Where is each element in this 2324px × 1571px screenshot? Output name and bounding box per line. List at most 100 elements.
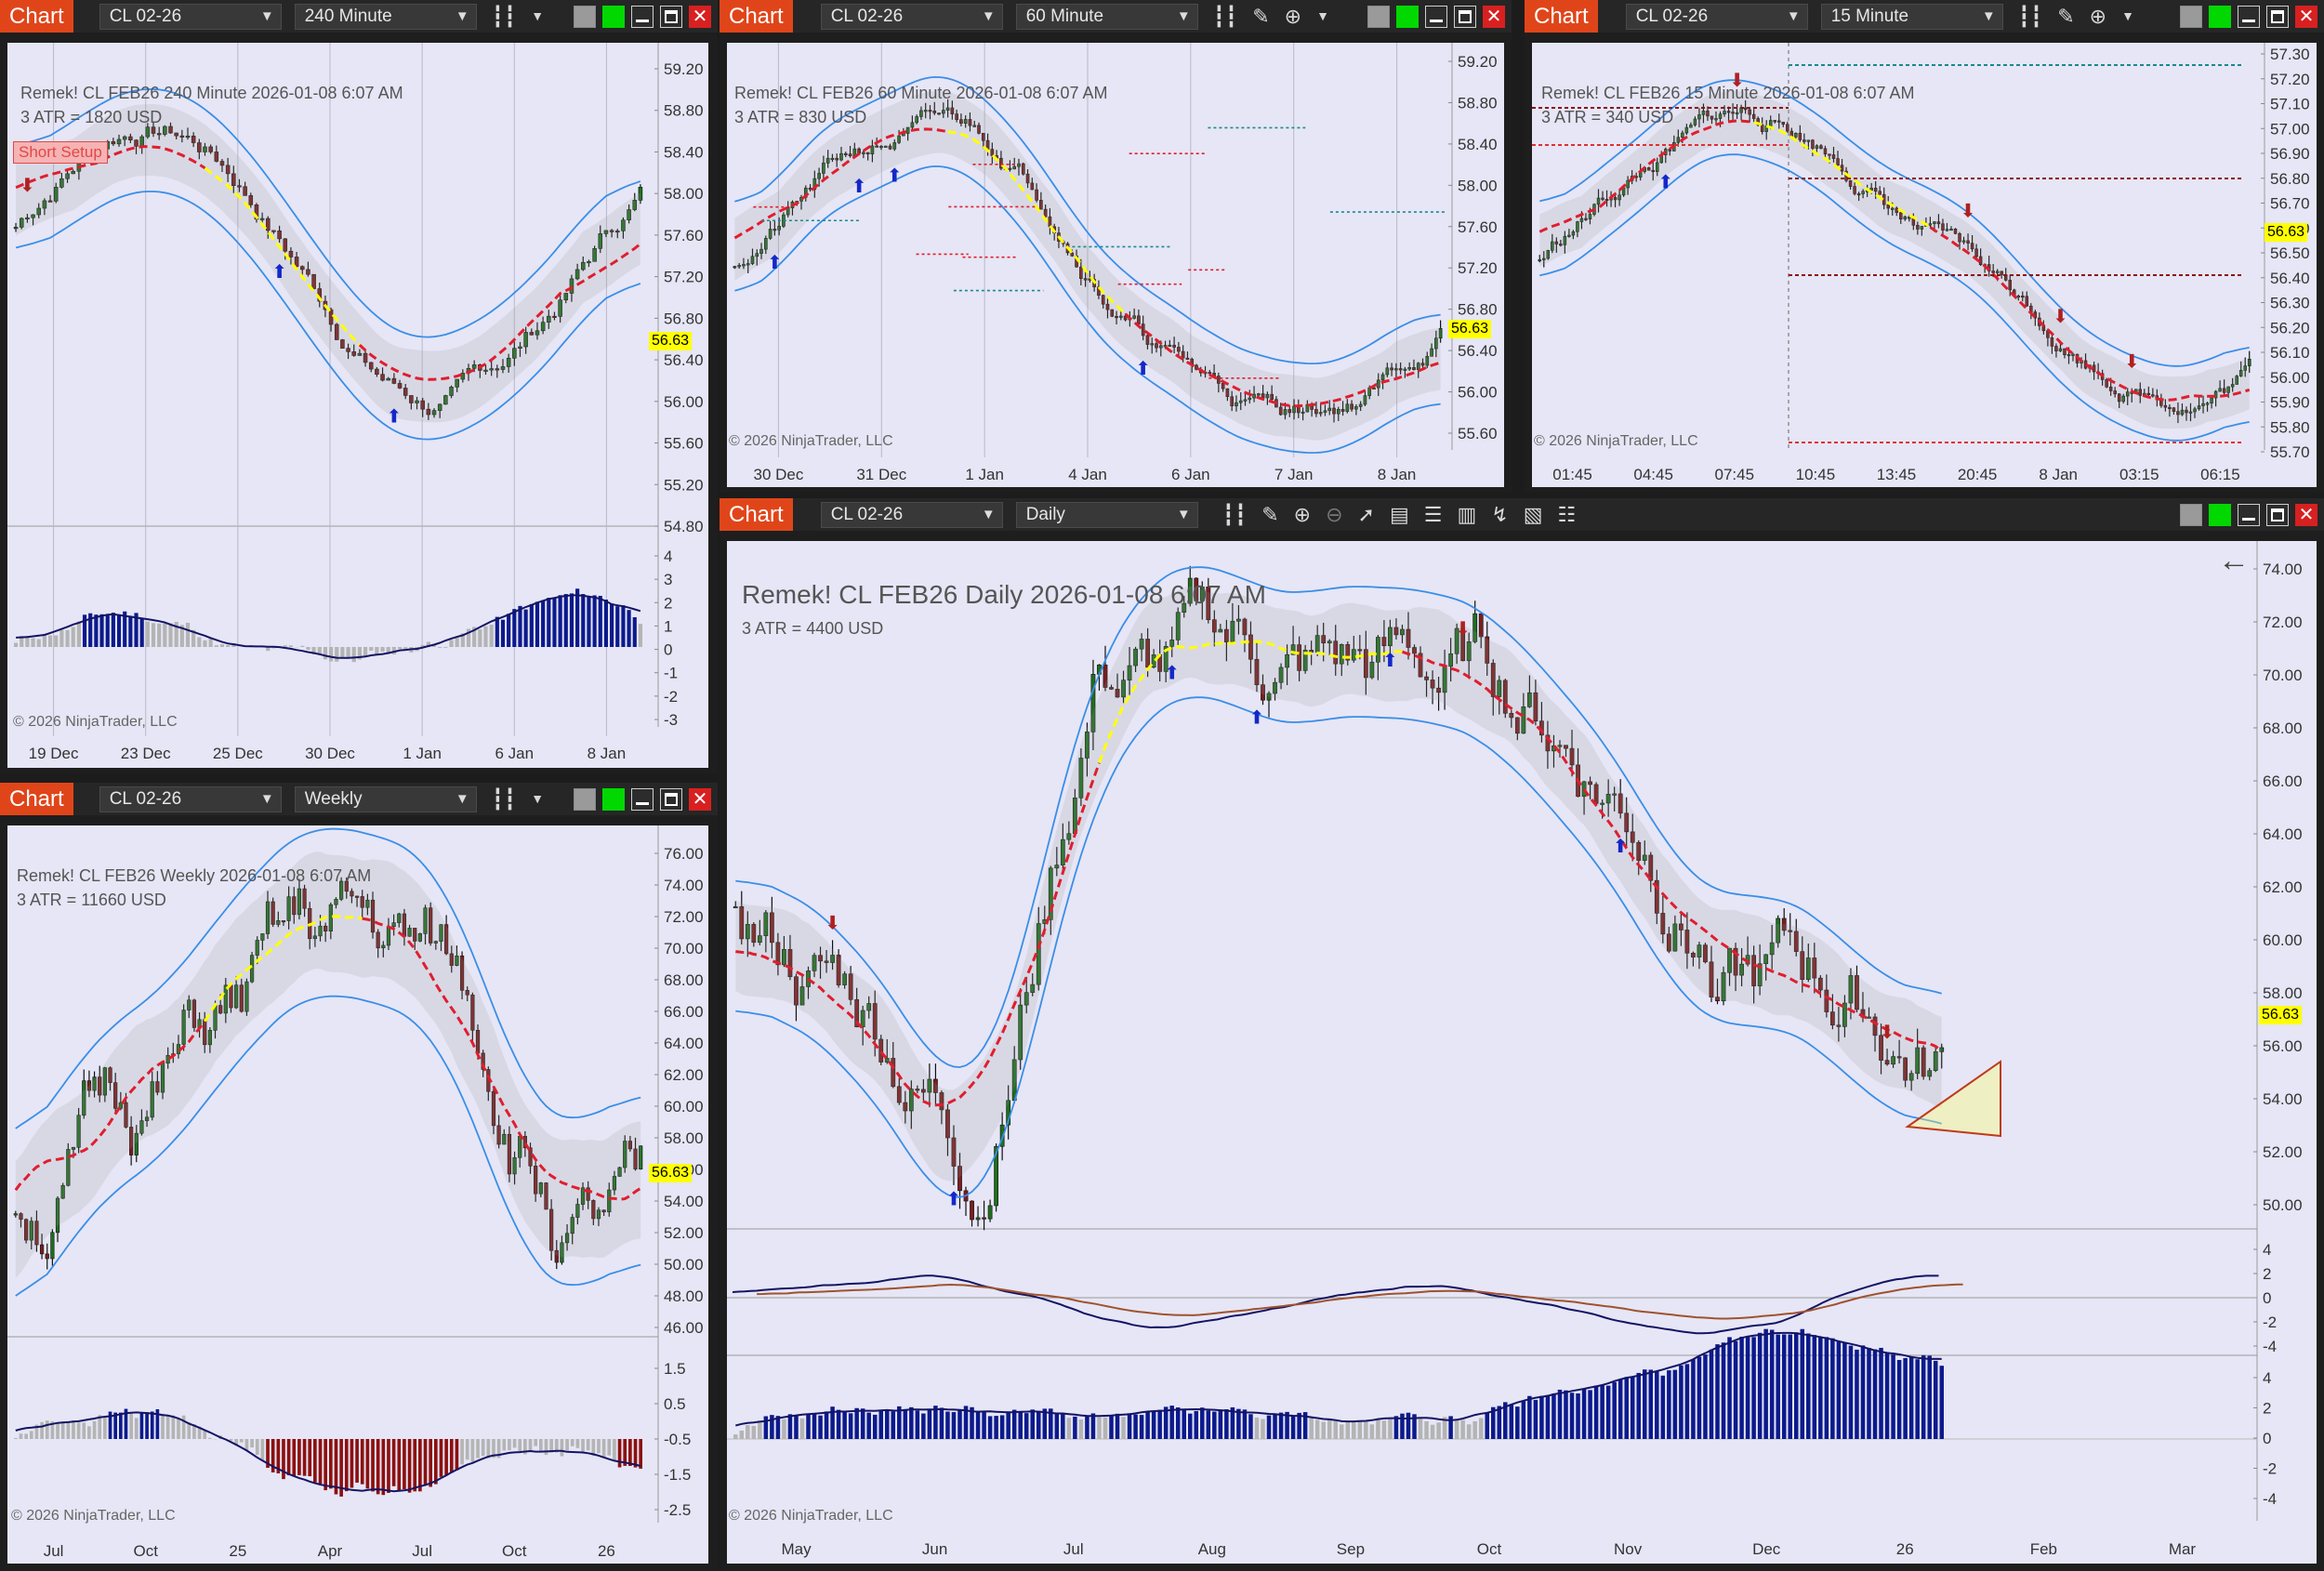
chart-tab[interactable]: Chart xyxy=(1525,0,1598,33)
instrument-selector[interactable]: CL 02-26 ▼ xyxy=(820,3,1003,30)
lower-band xyxy=(734,165,1441,455)
candle xyxy=(848,973,853,1000)
close-button[interactable]: ✕ xyxy=(689,787,711,811)
minimize-button[interactable] xyxy=(631,5,654,28)
strategies-icon[interactable]: ↯ xyxy=(1491,503,1509,526)
minimize-button[interactable] xyxy=(1425,5,1447,28)
candle xyxy=(1701,111,1706,115)
templates-icon[interactable]: ▧ xyxy=(1523,503,1543,526)
osc-bar xyxy=(1855,1349,1859,1439)
interval-selector[interactable]: 240 Minute ▼ xyxy=(294,3,477,30)
chevron-down-icon[interactable]: ▼ xyxy=(1316,8,1329,23)
candle xyxy=(439,924,443,942)
interval-selector[interactable]: Daily ▼ xyxy=(1015,501,1198,528)
price-axis-label: 56.00 xyxy=(664,393,704,411)
indicators-icon[interactable]: ▥ xyxy=(1457,503,1477,526)
drawing-tool-icon[interactable]: ✎ xyxy=(1261,503,1279,526)
zoom-in-icon[interactable]: ⊕ xyxy=(1284,5,1302,28)
chart-plot[interactable]: 30 Dec 31 Dec 1 Jan 4 Jan 6 Jan 7 Jan 8 Jan ⬆ ⬆ ⬆… xyxy=(727,43,1504,487)
maximize-button[interactable] xyxy=(660,5,682,28)
osc-bar xyxy=(214,645,218,647)
close-button[interactable]: ✕ xyxy=(689,5,711,28)
data-box-icon[interactable]: ▤ xyxy=(1389,503,1409,526)
instrument-selector[interactable]: CL 02-26 ▼ xyxy=(99,3,282,30)
close-button[interactable]: ✕ xyxy=(1483,5,1505,28)
chart-trader-icon[interactable]: ☷ xyxy=(1557,503,1577,526)
osc-bar xyxy=(1515,1406,1520,1439)
chart-tab[interactable]: Chart xyxy=(0,0,73,33)
osc-bar xyxy=(496,1439,501,1459)
maximize-button[interactable] xyxy=(660,787,682,811)
instrument-selector[interactable]: CL 02-26 ▼ xyxy=(1625,3,1808,30)
back-arrow-icon[interactable]: ← xyxy=(2218,543,2250,578)
minimize-button[interactable] xyxy=(631,787,654,811)
candle xyxy=(970,1200,974,1221)
osc-axis-label: -4 xyxy=(2263,1338,2277,1355)
interval-selector[interactable]: 60 Minute ▼ xyxy=(1015,3,1198,30)
candle xyxy=(835,157,839,161)
link-green-button[interactable] xyxy=(1396,5,1419,28)
instrument-selector[interactable]: CL 02-26 ▼ xyxy=(99,786,282,812)
bar-style-icon[interactable]: ┇┇ xyxy=(1212,5,1238,28)
osc-bar xyxy=(1352,1421,1356,1439)
bar-style-icon[interactable]: ┇┇ xyxy=(2017,5,2043,28)
zoom-out-icon[interactable]: ⊖ xyxy=(1326,503,1343,526)
osc-bar xyxy=(489,624,494,647)
candle xyxy=(24,1219,29,1241)
chart-plot[interactable]: 01:45 04:45 07:45 10:45 13:45 20:45 8 Jan 03:15… xyxy=(1532,43,2317,487)
link-green-button[interactable] xyxy=(602,787,625,811)
osc-axis-label: -4 xyxy=(2263,1490,2277,1508)
candle xyxy=(375,368,379,375)
chevron-down-icon[interactable]: ▼ xyxy=(531,791,545,806)
pointer-icon[interactable]: ➚ xyxy=(1357,503,1375,526)
osc-bar xyxy=(1867,1347,1871,1439)
chart-plot[interactable]: 19 Dec 23 Dec 25 Dec 30 Dec 1 Jan 6 Jan 8 Jan ⬇… xyxy=(7,43,708,768)
drawing-tool-icon[interactable]: ✎ xyxy=(2057,5,2075,28)
link-gray-button[interactable] xyxy=(1367,5,1390,28)
link-green-button[interactable] xyxy=(2209,503,2231,526)
chevron-down-icon[interactable]: ▼ xyxy=(531,8,545,23)
instrument-selector[interactable]: CL 02-26 ▼ xyxy=(820,501,1003,528)
link-green-button[interactable] xyxy=(602,5,625,28)
zoom-in-icon[interactable]: ⊕ xyxy=(2089,5,2107,28)
osc-bar xyxy=(1151,1411,1156,1439)
maximize-button[interactable] xyxy=(2266,503,2289,526)
maximize-button[interactable] xyxy=(1454,5,1476,28)
minimize-button[interactable] xyxy=(2238,503,2260,526)
bar-style-icon[interactable]: ┇┇ xyxy=(1221,503,1248,526)
zoom-in-icon[interactable]: ⊕ xyxy=(1293,503,1312,526)
interval-selector[interactable]: 15 Minute ▼ xyxy=(1820,3,2003,30)
link-green-button[interactable] xyxy=(2209,5,2231,28)
oscillator-line xyxy=(735,1331,1942,1427)
minimize-button[interactable] xyxy=(2238,5,2260,28)
close-button[interactable]: ✕ xyxy=(2295,5,2317,28)
osc-bar xyxy=(982,1411,986,1439)
osc-bar xyxy=(872,1414,878,1439)
price-chart: 01:45 04:45 07:45 10:45 13:45 20:45 8 Jan 03:15… xyxy=(1532,43,2310,483)
interval-selector[interactable]: Weekly ▼ xyxy=(294,786,477,812)
candle xyxy=(2151,394,2155,397)
candle xyxy=(1217,376,1221,384)
link-gray-button[interactable] xyxy=(574,787,596,811)
chevron-down-icon[interactable]: ▼ xyxy=(2121,8,2134,23)
link-gray-button[interactable] xyxy=(2180,5,2202,28)
chart-plot[interactable]: May Jun Jul Aug Sep Oct Nov Dec 26 Feb Mar ⬇ ⬆ ⬆ ⬆ ⬆ ⬇ ⬆ ⬇… xyxy=(727,541,2317,1564)
properties-icon[interactable]: ☰ xyxy=(1423,503,1443,526)
link-gray-button[interactable] xyxy=(574,5,596,28)
bar-style-icon[interactable]: ┇┇ xyxy=(491,5,517,28)
osc-axis-label: 3 xyxy=(664,571,672,588)
price-axis-label: 60.00 xyxy=(2263,931,2303,949)
chart-tab[interactable]: Chart xyxy=(720,0,793,33)
chart-tab[interactable]: Chart xyxy=(720,498,793,531)
bar-style-icon[interactable]: ┇┇ xyxy=(491,787,517,811)
osc-bar xyxy=(1109,1416,1114,1439)
maximize-button[interactable] xyxy=(2266,5,2289,28)
drawing-tool-icon[interactable]: ✎ xyxy=(1252,5,1270,28)
chart-tab[interactable]: Chart xyxy=(0,783,73,815)
osc-bar xyxy=(1340,1424,1344,1439)
osc-bar xyxy=(1927,1355,1932,1439)
osc-bar xyxy=(632,616,637,647)
link-gray-button[interactable] xyxy=(2180,503,2202,526)
chart-plot[interactable]: Jul Oct 25 Apr Jul Oct 26 76.00 74.00 72.00 70.00 6… xyxy=(7,825,708,1564)
close-button[interactable]: ✕ xyxy=(2295,503,2317,526)
